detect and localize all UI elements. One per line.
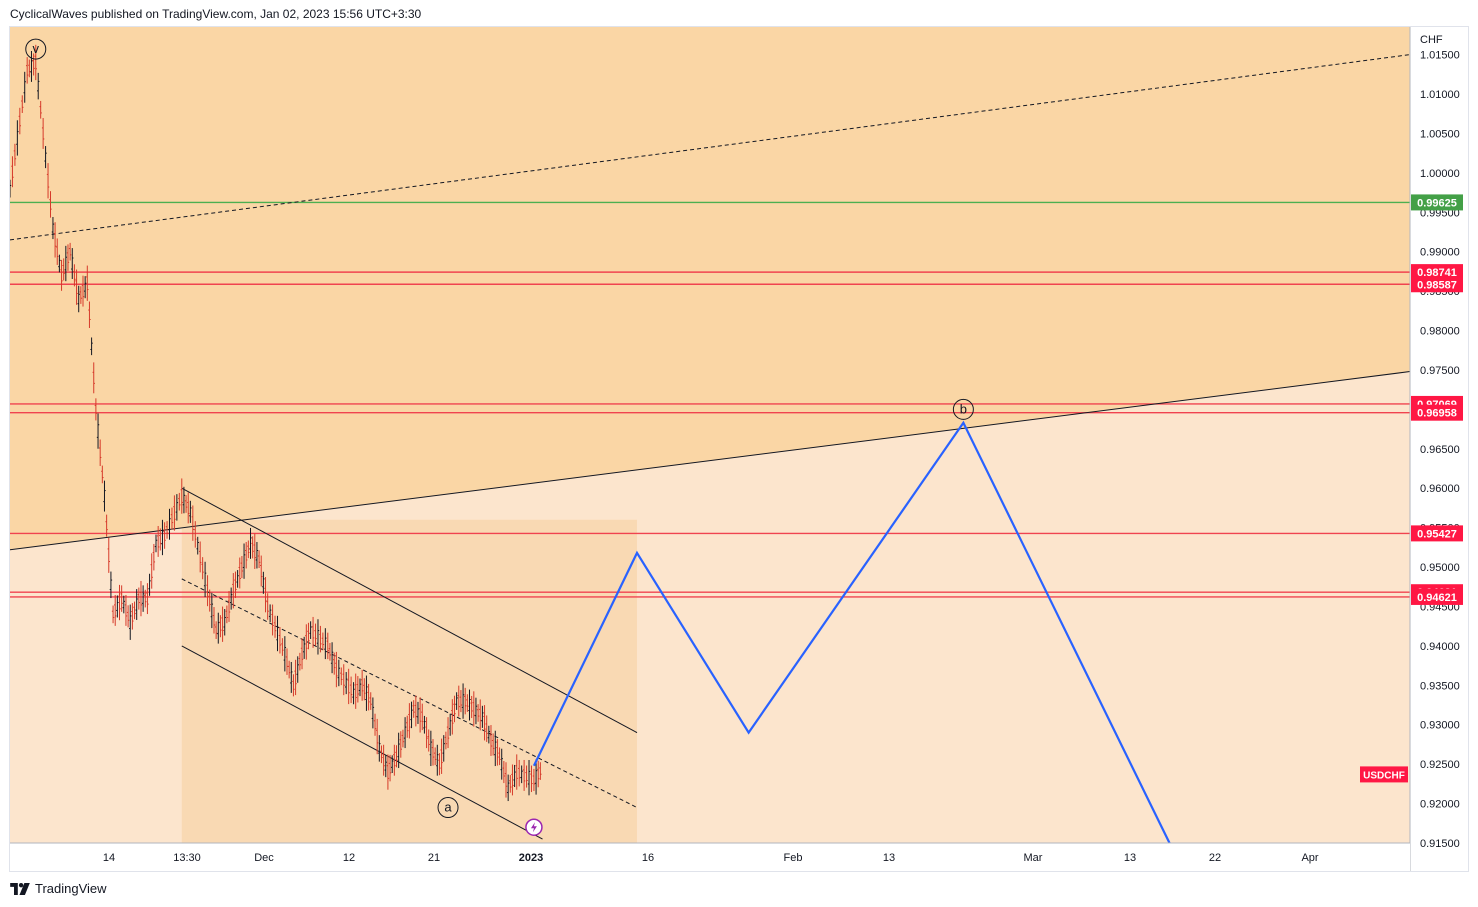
time-tick-label: 2023 [519,852,543,864]
price-tick-label: 1.00500 [1420,128,1460,140]
trendline [181,645,543,840]
time-tick-label: 13 [1124,852,1136,864]
price-tick-label: 0.96000 [1420,483,1460,495]
price-tick-label: 0.92500 [1420,759,1460,771]
price-tick-label: 0.93500 [1420,680,1460,692]
price-tick-label: 0.97500 [1420,365,1460,377]
price-tick-label: 0.98000 [1420,326,1460,338]
price-tick-label: 1.01000 [1420,89,1460,101]
time-tick-label: Mar [1024,852,1043,864]
price-badge [1411,276,1463,293]
price-chart[interactable]: vabCHF1.015001.010001.005001.000000.9950… [10,27,1468,871]
price-ticks: 1.015001.010001.005001.000000.995000.990… [1420,50,1460,850]
projection-path [532,420,1171,844]
currency-label: CHF [1420,34,1443,46]
symbol-badge-label: USDCHF [1363,770,1405,781]
dashed-trendline [181,578,638,808]
price-tick-label: 0.93000 [1420,720,1460,732]
price-tick-label: 0.95000 [1420,562,1460,574]
wave-label-circle [437,797,459,819]
wave-label-b: b [960,401,967,416]
price-badge-label: 0.96958 [1417,408,1457,420]
price-badge [1411,588,1463,605]
price-badge-label: 0.95427 [1417,528,1457,540]
channel-zone [181,519,637,843]
dashed-trendline [10,54,1411,241]
price-tick-label: 0.94000 [1420,641,1460,653]
footer-brand: TradingView [35,881,107,896]
price-badge [1411,404,1463,421]
time-axis-bg [10,843,1410,871]
time-tick-label: 14 [103,852,115,864]
time-tick-label: 13:30 [173,852,201,864]
price-tick-label: 1.01500 [1420,50,1460,62]
price-series [10,44,542,802]
wave-label-a: a [444,800,452,815]
price-badges: 0.996250.987410.985870.970690.969580.954… [1411,194,1463,605]
zones [10,27,1410,843]
time-tick-label: 12 [343,852,355,864]
time-tick-label: Apr [1301,852,1318,864]
price-badge-label: 0.94621 [1417,592,1457,604]
price-axis-bg [1410,27,1468,871]
wave-label-circle [952,398,974,420]
price-badge-label: 0.99625 [1417,197,1457,209]
wave-label-v: v [33,41,40,56]
price-badge-label: 0.98741 [1417,267,1457,279]
wave-label-circle [25,38,47,60]
chart-frame[interactable]: v a b CHF 1.01500 1.01000 1.00500 1.00000 0.9950… [9,26,1469,872]
symbol-badge [1360,766,1408,783]
price-tick-label: 0.92000 [1420,799,1460,811]
price-badge-label: 0.98587 [1417,279,1457,291]
price-tick-label: 0.91500 [1420,838,1460,850]
time-tick-label: 22 [1209,852,1221,864]
lightning-bolt [530,822,537,833]
time-ticks: 14 13:30 Dec 12 21 2023 16 Feb 13 Mar 13 22 Apr [103,852,1319,864]
price-badge [1411,525,1463,542]
price-badge [1411,194,1463,211]
time-tick-label: Dec [254,852,274,864]
footer: TradingView [10,881,107,896]
publisher-header: CyclicalWaves published on TradingView.c… [10,7,422,21]
time-tick-label: 16 [642,852,654,864]
price-tick-label: 0.96500 [1420,444,1460,456]
time-tick-label: 21 [428,852,440,864]
upper-zone [10,27,1410,550]
time-tick-label: 13 [883,852,895,864]
time-tick-label: Feb [784,852,803,864]
trendline [10,371,1411,551]
horizontal-levels [10,201,1410,598]
trendline [181,487,638,734]
price-badge [1411,264,1463,281]
price-tick-label: 1.00000 [1420,168,1460,180]
wave-labels: v a b [25,38,974,819]
tradingview-logo-icon [10,882,30,895]
trendlines [10,54,1411,840]
price-tick-label: 0.99000 [1420,247,1460,259]
